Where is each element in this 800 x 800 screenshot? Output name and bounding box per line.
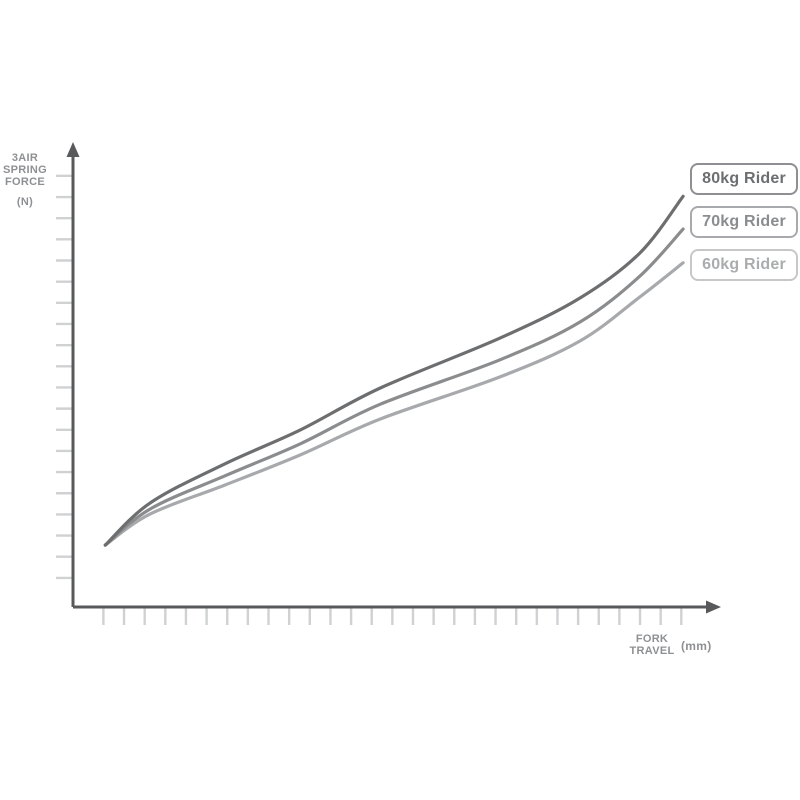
legend-item-80kg-rider: 80kg Rider [690, 163, 798, 195]
curve-70kg-rider [103, 227, 685, 547]
y-axis-title-line-3: FORCE [5, 176, 45, 188]
x-axis-unit: (mm) [681, 639, 712, 653]
legend-label-70kg: 70kg Rider [702, 213, 786, 230]
x-axis-title-line-1: FORK [635, 633, 669, 645]
legend-label-80kg: 80kg Rider [702, 170, 786, 187]
curve-60kg-rider [103, 261, 685, 547]
y-axis-title: 3AIR SPRING FORCE (N) [0, 152, 50, 208]
y-axis-unit: (N) [16, 196, 34, 208]
legend-item-70kg-rider: 70kg Rider [690, 206, 798, 238]
y-axis-title-line-2: SPRING [3, 164, 47, 176]
chart-legend: 80kg Rider 70kg Rider 60kg Rider [690, 163, 798, 292]
y-axis-arrow [66, 142, 80, 157]
x-axis-title: FORK TRAVEL [612, 633, 692, 657]
y-axis-title-line-1: 3AIR [11, 152, 39, 164]
curve-80kg-rider [103, 194, 685, 547]
x-axis-arrow [706, 600, 721, 614]
legend-item-60kg-rider: 60kg Rider [690, 249, 798, 281]
legend-label-60kg: 60kg Rider [702, 256, 786, 273]
x-axis-title-line-2: TRAVEL [629, 645, 675, 657]
